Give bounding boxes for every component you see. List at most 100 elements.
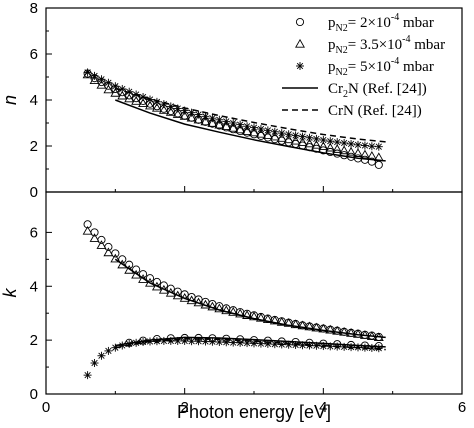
data-point-asterisk <box>139 93 148 102</box>
panel-k-line-solid <box>114 258 386 339</box>
panel-k-x-tick-label: 2 <box>180 399 188 416</box>
data-point-circle <box>118 255 127 264</box>
legend-marker <box>296 62 304 70</box>
panel-n-y-tick-label: 6 <box>30 46 38 63</box>
data-point-circle <box>104 242 113 251</box>
data-point-circle <box>83 220 92 229</box>
data-point-triangle <box>172 109 183 118</box>
data-point-triangle <box>193 114 204 124</box>
data-point-triangle <box>262 314 273 323</box>
data-point-triangle <box>290 135 301 145</box>
legend-entry: pN2= 2×10-4 mbar <box>295 12 434 34</box>
legend-label: Cr2N (Ref. [24]) <box>328 81 427 100</box>
legend-entry: Cr2N (Ref. [24]) <box>282 81 427 100</box>
data-point-triangle <box>318 141 329 151</box>
panel-n-y-tick-label: 4 <box>30 92 38 109</box>
data-point-triangle <box>311 139 322 149</box>
data-point-asterisk <box>97 75 106 84</box>
data-point-triangle <box>283 318 294 327</box>
data-point-triangle <box>276 316 287 326</box>
panel-k-x-tick-label: 4 <box>319 399 327 416</box>
panel-k-y-tick-label: 6 <box>30 224 38 241</box>
panel-k-frame <box>45 191 463 395</box>
data-point-triangle <box>179 110 190 120</box>
data-point-asterisk <box>229 119 238 127</box>
data-point-triangle <box>359 149 370 159</box>
data-point-triangle <box>318 323 329 333</box>
panel-n-y-tick-label: 8 <box>30 0 38 17</box>
data-point-circle <box>367 157 376 166</box>
data-point-triangle <box>228 307 239 316</box>
data-point-asterisk <box>243 122 252 131</box>
data-point-asterisk <box>284 130 293 139</box>
panel-n-series-1 <box>82 69 384 162</box>
data-point-triangle <box>221 121 232 131</box>
panel-k-y-tick-label: 2 <box>30 332 38 349</box>
panel-n-y-axis-title: n <box>0 95 20 105</box>
data-point-asterisk <box>90 71 99 80</box>
data-point-triangle <box>262 130 273 140</box>
data-point-triangle <box>304 138 315 148</box>
data-point-triangle <box>346 146 357 156</box>
data-point-asterisk <box>340 139 349 148</box>
panel-n-line-solid <box>115 99 386 162</box>
data-point-triangle <box>131 96 142 105</box>
data-point-triangle <box>138 274 149 283</box>
legend-entry: CrN (Ref. [24]) <box>282 103 422 119</box>
data-point-triangle <box>242 310 253 319</box>
data-point-asterisk <box>291 131 300 140</box>
data-point-triangle <box>332 144 343 153</box>
data-point-triangle <box>103 247 114 257</box>
data-point-triangle <box>89 75 100 85</box>
data-point-triangle <box>124 93 135 103</box>
data-point-triangle <box>325 324 336 334</box>
panel-k-series-0 <box>83 220 383 341</box>
data-point-triangle <box>117 90 128 100</box>
data-point-triangle <box>103 84 114 94</box>
panel-n-y-tick-label: 0 <box>30 184 38 201</box>
data-point-triangle <box>304 321 315 331</box>
data-point-asterisk <box>208 114 217 123</box>
data-point-circle <box>374 160 383 169</box>
data-point-triangle <box>82 225 93 235</box>
data-point-asterisk <box>118 84 127 93</box>
panel-n-y-tick-label: 2 <box>30 138 38 155</box>
data-point-triangle <box>214 303 225 313</box>
data-point-asterisk <box>263 126 272 135</box>
data-point-asterisk <box>354 140 362 149</box>
legend-label: CrN (Ref. [24]) <box>328 103 422 119</box>
data-point-asterisk <box>83 68 92 77</box>
panel-k-x-tick-label: 0 <box>42 399 50 416</box>
data-point-triangle <box>276 133 287 142</box>
data-point-asterisk <box>111 82 120 91</box>
data-point-triangle <box>332 325 343 335</box>
data-point-triangle <box>235 308 246 318</box>
data-point-triangle <box>221 305 232 315</box>
data-point-triangle <box>228 122 239 132</box>
data-point-asterisk <box>277 129 286 138</box>
data-point-asterisk <box>250 123 258 132</box>
panel-k-y-tick-label: 0 <box>30 386 38 403</box>
legend-marker <box>295 38 305 48</box>
legend-label: pN2= 3.5×10-4 mbar <box>328 34 445 56</box>
data-point-asterisk <box>270 127 279 136</box>
panel-k: 0 2 4 6 0 2 4 6 k <box>0 191 466 416</box>
data-point-triangle <box>110 253 121 263</box>
data-point-asterisk <box>319 136 328 145</box>
data-point-triangle <box>346 328 357 337</box>
data-point-asterisk <box>312 134 321 143</box>
data-point-triangle <box>242 126 253 135</box>
data-point-asterisk <box>187 108 196 117</box>
data-point-triangle <box>200 116 211 126</box>
panel-k-line-solid <box>115 336 386 348</box>
data-point-asterisk <box>201 112 210 121</box>
data-point-asterisk <box>374 142 383 151</box>
data-point-triangle <box>255 312 266 322</box>
data-point-triangle <box>235 124 246 134</box>
x-axis-title: Photon energy [eV] <box>177 402 331 422</box>
data-point-triangle <box>186 112 197 122</box>
data-point-asterisk <box>256 124 265 133</box>
data-point-triangle <box>145 100 155 110</box>
